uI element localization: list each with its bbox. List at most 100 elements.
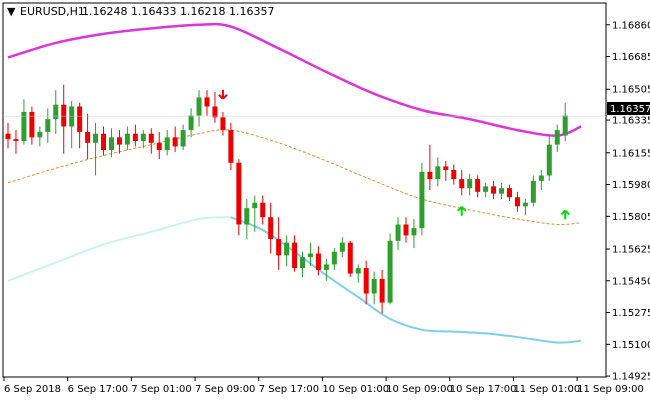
candle-body[interactable] [284,242,290,256]
candle[interactable] [268,202,274,254]
candle[interactable] [506,184,512,201]
candle-body[interactable] [323,264,329,270]
candle[interactable] [156,131,162,160]
candle-body[interactable] [419,171,425,229]
candle-body[interactable] [562,115,568,136]
candle[interactable] [37,126,43,147]
candle[interactable] [140,130,146,149]
candle[interactable] [69,101,75,149]
candle-body[interactable] [483,186,489,192]
candle[interactable] [124,126,130,151]
candle-body[interactable] [5,133,11,140]
candle[interactable] [530,175,536,207]
candle[interactable] [514,191,520,212]
candle-body[interactable] [371,278,377,294]
candle-body[interactable] [459,179,465,189]
plot-area[interactable] [2,2,607,378]
candle-body[interactable] [228,130,234,163]
candle-body[interactable] [180,130,186,147]
candle[interactable] [77,102,83,149]
candle-body[interactable] [331,251,337,265]
candle-body[interactable] [315,253,321,270]
candle-body[interactable] [236,162,242,225]
candle-body[interactable] [204,97,210,107]
candle[interactable] [260,195,266,225]
candle[interactable] [307,242,313,267]
candle[interactable] [93,122,99,176]
candle-body[interactable] [252,202,258,209]
candle-body[interactable] [13,139,19,141]
candle[interactable] [363,260,369,305]
candle-body[interactable] [116,137,122,145]
candle[interactable] [538,170,544,190]
candle-body[interactable] [467,179,473,189]
candle[interactable] [459,170,465,196]
candle-body[interactable] [387,240,393,303]
candle[interactable] [546,135,552,181]
candle[interactable] [387,233,393,305]
candle[interactable] [403,217,409,243]
candle[interactable] [188,108,194,138]
candle-body[interactable] [124,133,130,145]
candle[interactable] [491,180,497,200]
candle[interactable] [411,219,417,249]
candle-body[interactable] [220,117,226,131]
candle-body[interactable] [443,166,449,171]
candle[interactable] [427,144,433,190]
candle-body[interactable] [411,228,417,236]
candle[interactable] [331,248,337,270]
candle-body[interactable] [164,137,170,151]
candle-body[interactable] [379,278,385,303]
candle[interactable] [236,159,242,236]
candle[interactable] [323,258,329,281]
candle[interactable] [172,126,178,152]
candle[interactable] [292,235,298,272]
candle[interactable] [21,99,27,145]
candle-body[interactable] [53,104,59,120]
candle[interactable] [435,157,441,187]
candle[interactable] [180,124,186,151]
candle-body[interactable] [260,202,266,218]
candle[interactable] [443,160,449,181]
candle-body[interactable] [435,166,441,180]
candle[interactable] [13,130,19,154]
candle-body[interactable] [37,131,43,138]
candle[interactable] [300,251,306,278]
candle[interactable] [212,91,218,123]
candle-body[interactable] [196,97,202,116]
candle-body[interactable] [156,142,162,151]
candle[interactable] [347,240,353,278]
candle-body[interactable] [427,171,433,180]
candle-body[interactable] [395,224,401,241]
candle-body[interactable] [300,257,306,269]
candle[interactable] [204,90,210,116]
candle-body[interactable] [538,175,544,181]
candle-body[interactable] [61,104,67,127]
candle[interactable] [315,246,321,276]
candle-body[interactable] [355,268,361,274]
candle[interactable] [45,108,51,143]
candle-body[interactable] [212,106,218,118]
candle[interactable] [85,113,91,160]
candle-body[interactable] [403,224,409,236]
candle[interactable] [554,124,560,152]
candle-body[interactable] [276,239,282,256]
candle[interactable] [5,122,11,149]
candle[interactable] [164,130,170,156]
candle-body[interactable] [148,133,154,143]
candle[interactable] [244,199,250,240]
candle-body[interactable] [132,133,138,141]
candle-body[interactable] [522,202,528,207]
candle-body[interactable] [45,119,51,132]
candle[interactable] [61,84,67,154]
candle[interactable] [371,271,377,305]
candle-body[interactable] [172,137,178,147]
candle-body[interactable] [21,111,27,141]
candle-body[interactable] [188,115,194,131]
candle-body[interactable] [451,170,457,180]
candle[interactable] [196,90,202,127]
candle-body[interactable] [108,137,114,151]
candle-body[interactable] [363,268,369,294]
